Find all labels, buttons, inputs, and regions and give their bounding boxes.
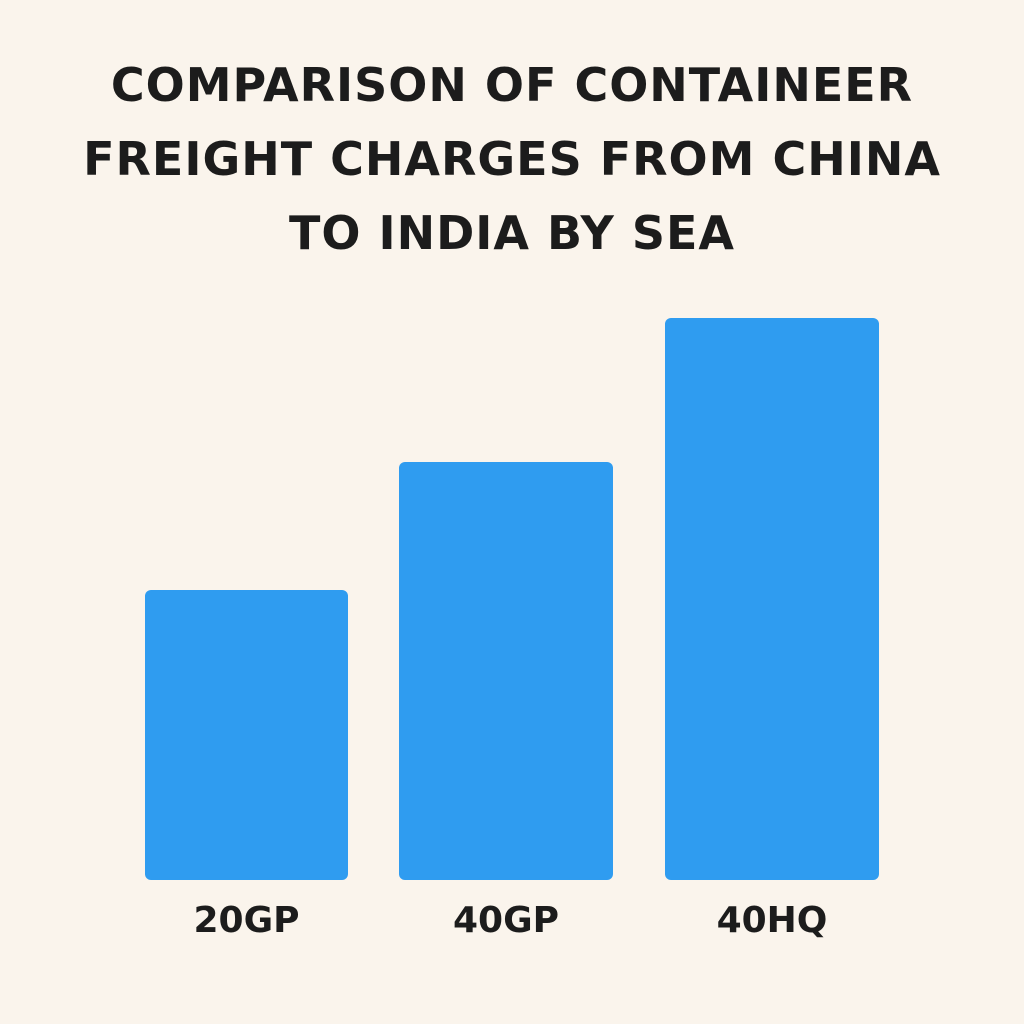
bar-40hq xyxy=(665,318,879,880)
chart-title-line-2: FREIGHT CHARGES FROM CHINA xyxy=(83,132,941,186)
x-tick-label-20gp: 20GP xyxy=(193,900,299,941)
bar-40gp xyxy=(399,462,613,880)
bars-group xyxy=(145,318,879,880)
x-tick-label-40hq: 40HQ xyxy=(717,900,828,941)
bar-20gp xyxy=(145,590,348,880)
chart-title-line-1: COMPARISON OF CONTAINEER xyxy=(110,58,914,112)
chart-title-line-3: TO INDIA BY SEA xyxy=(288,206,736,260)
x-tick-labels: 20GP 40GP 40HQ xyxy=(193,900,827,941)
chart-title: COMPARISON OF CONTAINEER FREIGHT CHARGES… xyxy=(0,48,1024,270)
x-tick-label-40gp: 40GP xyxy=(453,900,559,941)
